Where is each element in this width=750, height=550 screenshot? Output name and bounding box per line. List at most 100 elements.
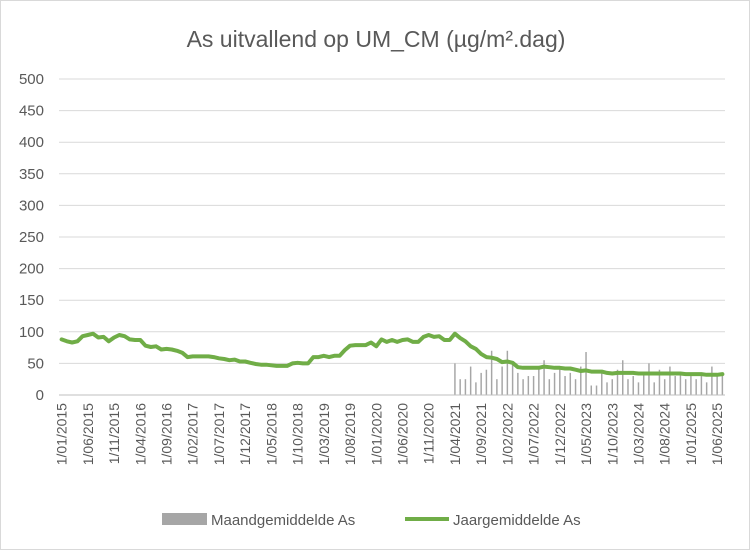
bar <box>716 376 718 395</box>
bar <box>501 366 503 395</box>
x-tick-label: 1/01/2025 <box>683 403 699 465</box>
y-axis-ticks: 0 50 100 150 200 250 300 350 400 450 500 <box>19 71 44 404</box>
bar <box>522 379 524 395</box>
bar <box>464 379 467 395</box>
bar <box>663 379 666 395</box>
x-tick-label: 1/04/2016 <box>132 403 148 465</box>
bar <box>711 366 713 395</box>
x-tick-label: 1/11/2015 <box>106 403 122 464</box>
legend-label-line: Jaargemiddelde As <box>453 512 581 529</box>
bar <box>595 385 598 395</box>
x-tick-label: 1/01/2020 <box>368 403 384 465</box>
y-tick-label: 500 <box>19 71 44 88</box>
bar <box>527 376 530 395</box>
bar <box>517 372 519 395</box>
bar <box>454 363 456 395</box>
bar-series <box>454 350 724 395</box>
bar <box>642 372 645 395</box>
bar <box>700 372 703 395</box>
y-tick-label: 350 <box>19 166 44 183</box>
y-tick-label: 450 <box>19 103 44 120</box>
bar <box>543 360 545 395</box>
x-tick-label: 1/11/2020 <box>421 403 437 464</box>
bar <box>611 379 613 395</box>
x-tick-label: 1/07/2017 <box>211 403 227 465</box>
chart-title: As uitvallend op UM_CM (µg/m².dag) <box>187 26 566 52</box>
x-tick-label: 1/06/2020 <box>394 403 410 465</box>
bar <box>590 385 593 395</box>
bar <box>632 376 634 395</box>
y-tick-label: 250 <box>19 229 44 246</box>
x-tick-label: 1/08/2024 <box>657 403 673 465</box>
bar <box>532 376 535 395</box>
bar <box>674 376 676 395</box>
x-tick-label: 1/12/2017 <box>237 403 253 465</box>
bar <box>616 369 619 395</box>
bar <box>658 369 661 395</box>
bar <box>469 366 472 395</box>
x-tick-label: 1/09/2021 <box>473 403 489 465</box>
x-tick-label: 1/06/2015 <box>80 403 96 465</box>
bar <box>721 372 724 395</box>
x-tick-label: 1/10/2023 <box>604 403 620 465</box>
x-tick-label: 1/05/2018 <box>263 403 279 465</box>
x-tick-label: 1/09/2016 <box>159 403 175 465</box>
bar <box>601 372 603 395</box>
x-tick-label: 1/10/2018 <box>290 403 306 465</box>
bar <box>705 382 708 395</box>
y-tick-label: 50 <box>27 355 44 372</box>
line-series <box>59 331 725 377</box>
x-axis-ticks: 1/01/2015 1/06/2015 1/11/2015 1/04/2016 1/09… <box>54 403 726 466</box>
x-tick-label: 1/05/2023 <box>578 403 594 465</box>
legend-swatch-bar <box>162 513 207 525</box>
bar <box>506 350 509 395</box>
bar <box>627 379 629 395</box>
bar <box>637 382 640 395</box>
bar <box>679 372 682 395</box>
x-tick-label: 1/03/2019 <box>316 403 332 465</box>
bar <box>648 363 650 395</box>
bar <box>490 350 493 395</box>
y-tick-label: 200 <box>19 261 44 278</box>
bar <box>553 372 556 395</box>
bar <box>538 366 540 395</box>
bar <box>690 376 692 395</box>
grid-lines <box>59 78 725 364</box>
bar <box>475 382 477 395</box>
y-tick-label: 400 <box>19 134 44 151</box>
y-tick-label: 0 <box>36 387 44 404</box>
x-tick-label: 1/02/2022 <box>499 403 515 465</box>
y-tick-label: 150 <box>19 292 44 309</box>
bar <box>653 382 655 395</box>
bar <box>548 379 551 395</box>
series-line <box>59 331 725 377</box>
bar <box>684 379 687 395</box>
bar <box>511 363 514 395</box>
x-tick-label: 1/01/2015 <box>54 403 70 465</box>
bar <box>695 379 697 395</box>
bar <box>564 376 566 395</box>
x-tick-label: 1/06/2025 <box>709 403 725 465</box>
bar <box>459 379 461 395</box>
bar <box>574 379 577 395</box>
bar <box>622 360 624 395</box>
bar <box>569 372 572 395</box>
x-tick-label: 1/12/2022 <box>552 403 568 465</box>
bar <box>585 352 587 395</box>
y-tick-label: 300 <box>19 197 44 214</box>
x-tick-label: 1/07/2022 <box>526 403 542 465</box>
x-tick-label: 1/03/2024 <box>630 403 646 465</box>
bar <box>480 372 482 395</box>
bar <box>669 366 671 395</box>
bar <box>559 366 561 395</box>
x-tick-label: 1/08/2019 <box>342 403 358 465</box>
x-tick-label: 1/02/2017 <box>185 403 201 465</box>
legend-label-bar: Maandgemiddelde As <box>211 512 355 529</box>
bar <box>485 369 488 395</box>
y-tick-label: 100 <box>19 324 44 341</box>
x-tick-label: 1/04/2021 <box>447 403 463 465</box>
legend: Maandgemiddelde As Jaargemiddelde As <box>162 512 581 529</box>
bar <box>580 366 582 395</box>
